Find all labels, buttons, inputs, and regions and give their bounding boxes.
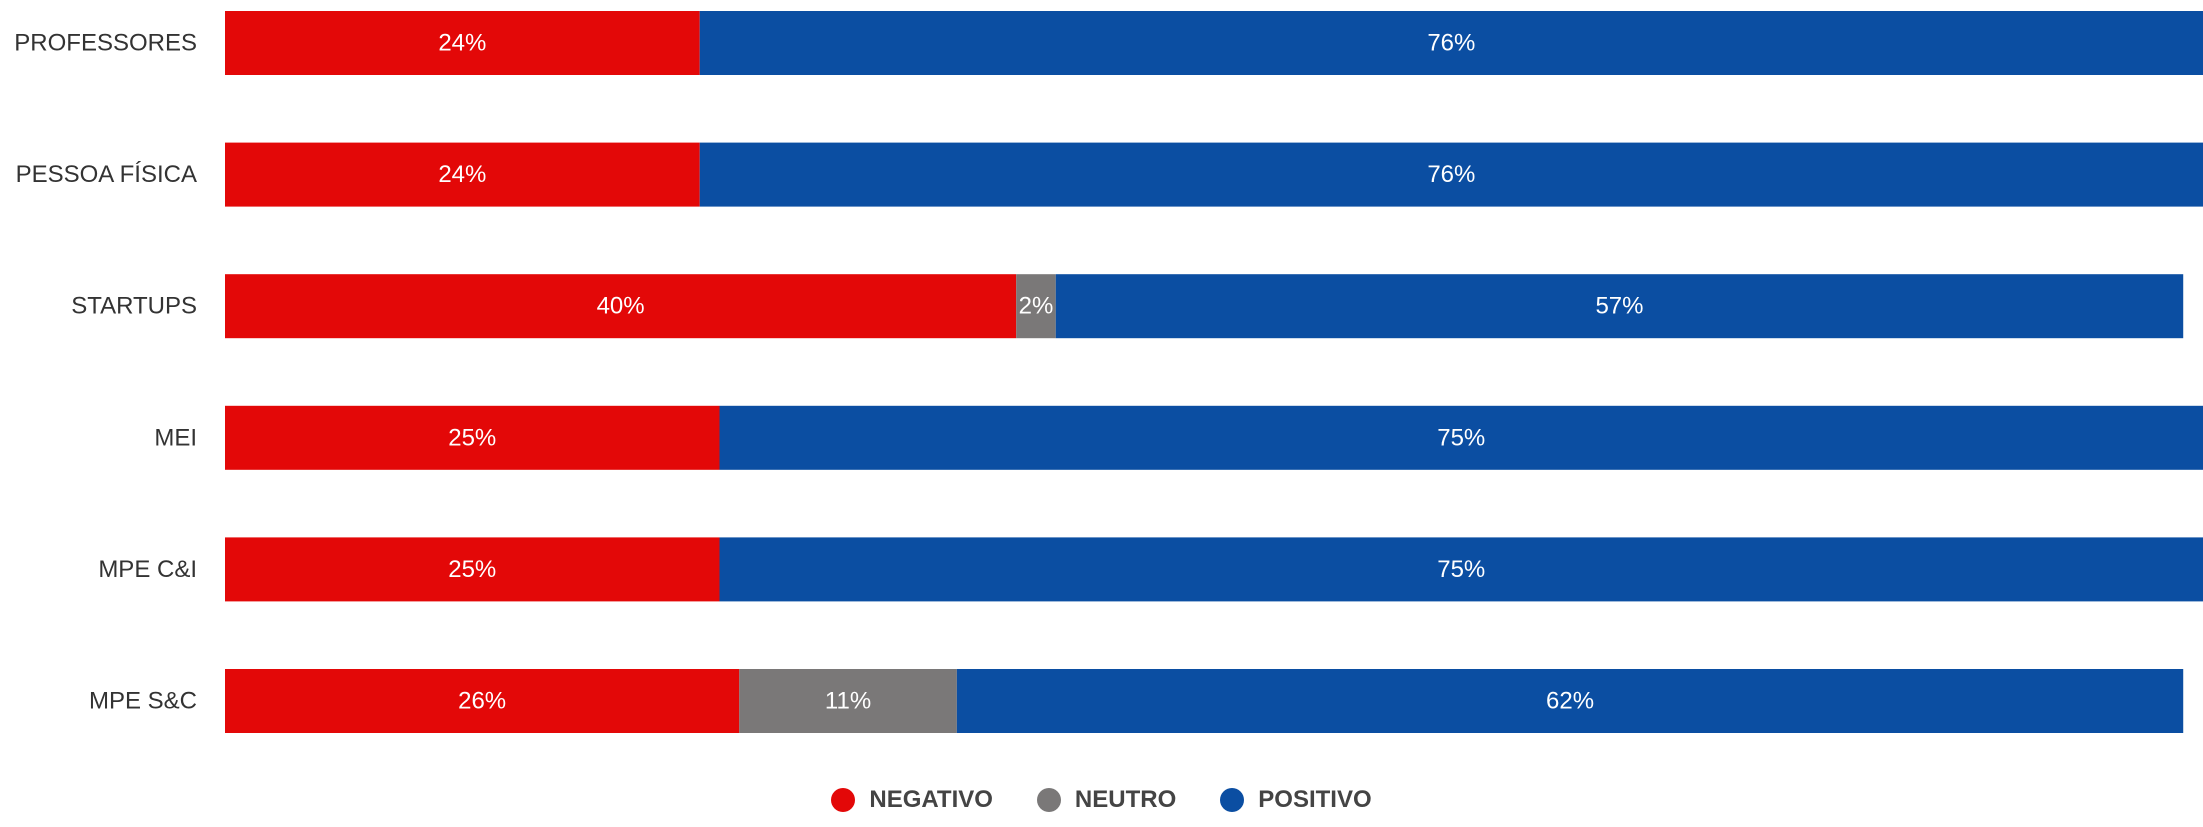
bar-segment-negativo[interactable] (225, 669, 740, 733)
data-label: 25% (448, 556, 496, 583)
bar-segment-neutro[interactable] (739, 669, 957, 733)
legend-label: NEGATIVO (869, 786, 993, 813)
category-label: MPE C&I (98, 556, 197, 583)
data-label: 75% (1437, 556, 1485, 583)
category-label: PESSOA FÍSICA (16, 161, 197, 188)
legend-dot-icon (1220, 788, 1245, 812)
category-label: PROFESSORES (14, 30, 197, 57)
data-label: 75% (1437, 424, 1485, 451)
data-label: 24% (438, 30, 486, 57)
category-label: MPE S&C (89, 688, 197, 715)
bar-segment-positivo[interactable] (719, 405, 2203, 470)
data-label: 40% (597, 293, 645, 320)
data-label: 76% (1427, 161, 1475, 188)
data-label: 26% (458, 688, 506, 715)
data-label: 25% (448, 424, 496, 451)
legend-item-neutro[interactable]: NEUTRO (1036, 786, 1177, 814)
bar-segment-positivo[interactable] (956, 669, 2184, 733)
bar-segment-positivo[interactable] (699, 11, 2203, 75)
bar-segment-negativo[interactable] (225, 274, 1017, 339)
data-label: 62% (1546, 688, 1594, 715)
bar-segment-negativo[interactable] (225, 405, 720, 470)
category-label: MEI (154, 424, 197, 451)
legend-label: NEUTRO (1074, 786, 1177, 813)
stacked-bar-chart: PROFESSORES 24% 76% PESSOA FÍSICA 24% 76% STAR… (14, 11, 2203, 733)
legend-item-negativo[interactable]: NEGATIVO (831, 786, 993, 814)
legend-label: POSITIVO (1258, 786, 1372, 813)
bar-segment-positivo[interactable] (699, 142, 2203, 207)
data-label: 76% (1427, 30, 1475, 57)
bar-segment-negativo[interactable] (225, 142, 700, 207)
data-label: 57% (1595, 293, 1643, 320)
data-label: 2% (1019, 293, 1054, 320)
chart-legend: NEGATIVO NEUTRO POSITIVO (0, 786, 2203, 814)
bar-segment-neutro[interactable] (1016, 274, 1056, 339)
data-label: 24% (438, 161, 486, 188)
data-label: 11% (825, 688, 871, 715)
category-label: STARTUPS (71, 293, 197, 320)
legend-item-positivo[interactable]: POSITIVO (1220, 786, 1372, 814)
bar-segment-positivo[interactable] (719, 537, 2203, 602)
bar-segment-negativo[interactable] (225, 11, 700, 75)
legend-dot-icon (831, 788, 856, 812)
bar-segment-positivo[interactable] (1055, 274, 2184, 339)
legend-dot-icon (1036, 788, 1061, 812)
bar-segment-negativo[interactable] (225, 537, 720, 602)
